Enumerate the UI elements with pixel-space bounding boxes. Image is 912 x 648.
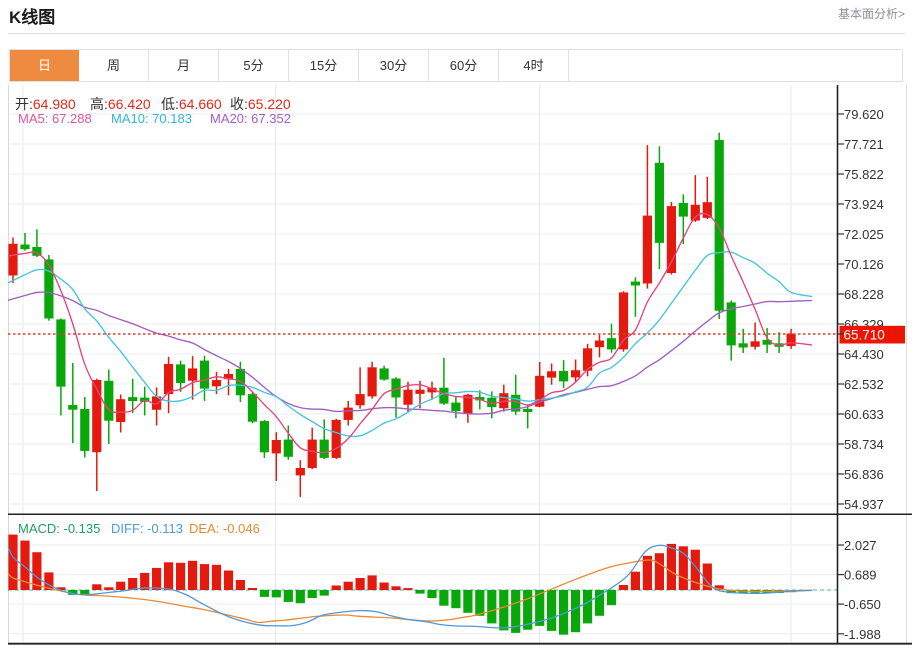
- svg-text:70.126: 70.126: [844, 257, 884, 272]
- svg-text:60.633: 60.633: [844, 407, 884, 422]
- svg-text:-0.650: -0.650: [844, 597, 881, 612]
- svg-text:73.924: 73.924: [844, 197, 884, 212]
- svg-text:68.228: 68.228: [844, 287, 884, 302]
- svg-text:77.721: 77.721: [844, 137, 884, 152]
- svg-text:54.937: 54.937: [844, 497, 884, 512]
- svg-text:64.430: 64.430: [844, 347, 884, 362]
- svg-text:62.532: 62.532: [844, 377, 884, 392]
- svg-text:2.027: 2.027: [844, 538, 877, 553]
- svg-text:0.689: 0.689: [844, 568, 877, 583]
- svg-text:65.710: 65.710: [844, 328, 885, 343]
- svg-text:79.620: 79.620: [844, 107, 884, 122]
- svg-text:72.025: 72.025: [844, 227, 884, 242]
- svg-text:75.822: 75.822: [844, 167, 884, 182]
- svg-text:56.836: 56.836: [844, 467, 884, 482]
- svg-text:-1.988: -1.988: [844, 627, 881, 642]
- svg-text:58.734: 58.734: [844, 437, 884, 452]
